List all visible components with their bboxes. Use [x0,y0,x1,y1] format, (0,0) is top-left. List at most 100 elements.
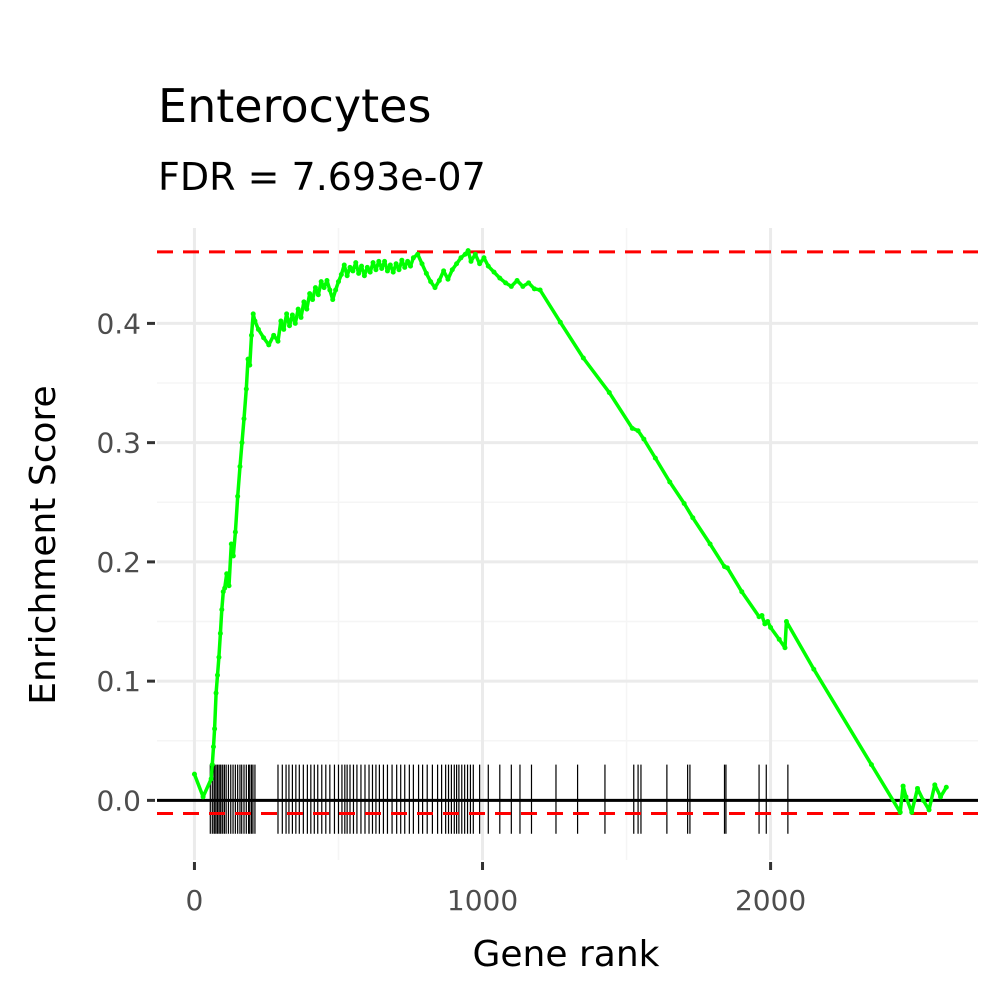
curve-point [739,589,745,595]
curve-point [481,255,487,261]
chart-subtitle: FDR = 7.693e-07 [158,155,486,199]
curve-point [783,619,789,625]
curve-point [321,285,327,291]
curve-point [900,783,906,789]
curve-point [382,258,388,264]
curve-point [347,264,353,270]
enrichment-curve [192,248,948,815]
curve-point [367,269,373,275]
curve-point [405,258,411,264]
curve-point [232,529,238,535]
curve-point [338,272,344,278]
curve-point [318,279,324,285]
curve-point [212,726,218,732]
curve-point [759,613,765,619]
curve-point [580,355,586,361]
curve-point [408,263,414,269]
curve-point [228,541,234,547]
curve-point [209,762,215,768]
curve-point [333,287,339,293]
curve-point [289,312,295,318]
curve-point [370,260,376,266]
curve-point [241,416,247,422]
y-axis-title: Enrichment Score [23,385,64,704]
curve-point [690,515,696,521]
curve-point [275,338,281,344]
curve-point [243,386,249,392]
curve-point [629,425,635,431]
y-tick-label: 0.4 [96,307,141,340]
curve-point [606,390,612,396]
curve-point [932,782,938,788]
curve-point [768,624,774,630]
curve-point [310,297,316,303]
curve-point [304,306,310,312]
curve-point [557,319,563,325]
curve-point [312,285,318,291]
curve-point [531,286,537,292]
plot-area: 0.0 0.1 0.2 0.3 0.4 0 1000 2000 [96,228,978,917]
curve-point [250,311,256,317]
curve-point [361,273,367,279]
curve-point [423,270,429,276]
curve-point [920,797,926,803]
curve-point [419,261,425,267]
curve-point [298,314,304,320]
curve-point [782,645,788,651]
curve-point [364,264,370,270]
curve-point [247,362,253,368]
curve-point [330,297,336,303]
curve-point [436,277,442,283]
curve-point [350,268,356,274]
curve-point [284,311,290,317]
curve-point [324,277,330,283]
curve-point [219,607,225,613]
curve-point [468,258,474,264]
x-tick-label: 2000 [735,884,806,917]
curve-point [938,794,944,800]
curve-point [449,267,455,273]
curve-point [376,258,382,264]
curve-point [327,287,333,293]
y-tick-label: 0.1 [96,665,141,698]
chart-title: Enterocytes [158,79,431,133]
curve-point [271,332,277,338]
curve-point [295,306,301,312]
curve-point [458,255,464,261]
curve-point [667,479,673,485]
curve-point [287,323,293,329]
curve-point [226,583,232,589]
curve-point [278,318,284,324]
curve-point [445,276,451,282]
curve-point [635,428,641,434]
curve-point [359,263,365,269]
curve-point [652,455,658,461]
curve-point [301,299,307,305]
curve-point [191,771,197,777]
curve-point [811,666,817,672]
curve-point [353,260,359,266]
curve-point [399,257,405,263]
curve-point [261,335,267,341]
curve-point [454,261,460,267]
curve-point [943,784,949,790]
curve-point [235,493,241,499]
curve-point [441,268,447,274]
curve-point [868,762,874,768]
curve-point [396,267,402,273]
curve-point [462,251,468,257]
curve-point [213,690,219,696]
curve-point [292,320,298,326]
curve-point [335,279,341,285]
curve-point [379,266,385,272]
curve-point [245,356,251,362]
curve-point [415,251,421,257]
curve-point [307,291,313,297]
curve-point [776,636,782,642]
curve-point [410,255,416,261]
curve-point [465,248,471,254]
curve-point [402,264,408,270]
curve-point [255,326,261,332]
curve-point [537,287,543,293]
curve-point [237,463,243,469]
